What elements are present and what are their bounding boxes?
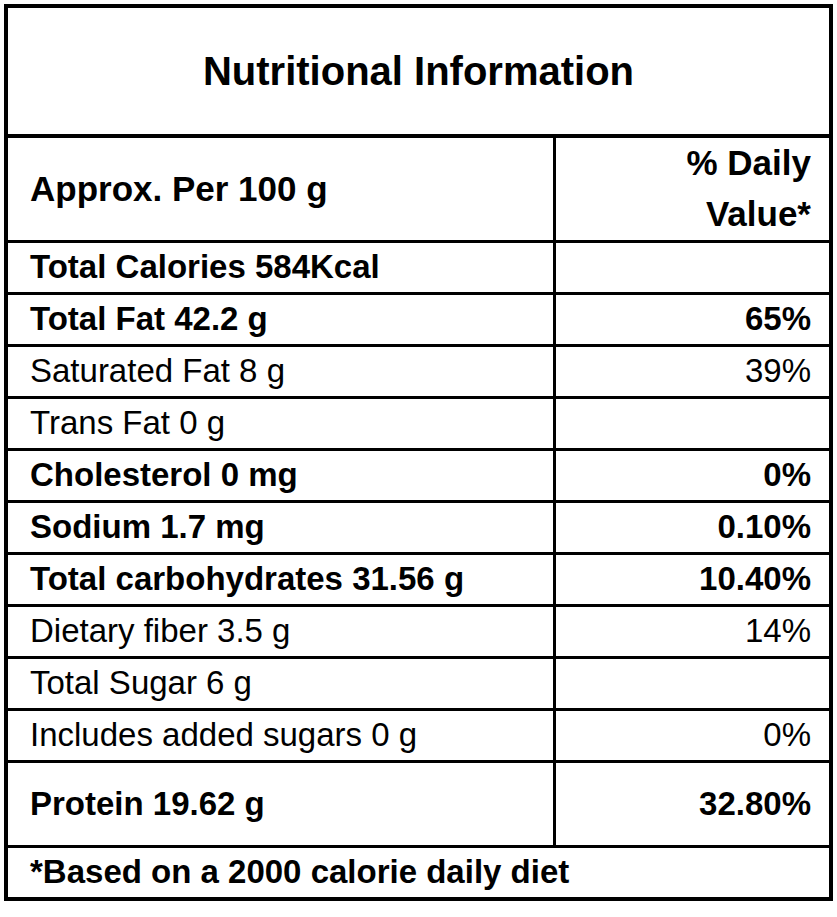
row-total-calories: Total Calories 584Kcal	[6, 241, 831, 293]
row-total-sugar: Total Sugar 6 g	[6, 657, 831, 709]
nutrient-label-total-sugar: Total Sugar 6 g	[6, 657, 555, 709]
row-total-carbohydrates: Total carbohydrates 31.56 g 10.40%	[6, 553, 831, 605]
table-title-row: Nutritional Information	[6, 6, 831, 136]
nutrient-value-dietary-fiber: 14%	[555, 605, 831, 657]
nutrient-label-dietary-fiber: Dietary fiber 3.5 g	[6, 605, 555, 657]
nutrient-value-cholesterol: 0%	[555, 449, 831, 501]
column-header-daily-value: % Daily Value*	[555, 136, 831, 241]
nutrient-value-total-fat: 65%	[555, 293, 831, 345]
nutrient-value-total-carbohydrates: 10.40%	[555, 553, 831, 605]
table-footnote-row: *Based on a 2000 calorie daily diet	[6, 846, 831, 899]
row-total-fat: Total Fat 42.2 g 65%	[6, 293, 831, 345]
nutrient-label-total-carbohydrates: Total carbohydrates 31.56 g	[6, 553, 555, 605]
nutrient-label-protein: Protein 19.62 g	[6, 761, 555, 846]
row-saturated-fat: Saturated Fat 8 g 39%	[6, 345, 831, 397]
nutrient-value-total-sugar	[555, 657, 831, 709]
nutrient-value-added-sugars: 0%	[555, 709, 831, 761]
nutrient-value-sodium: 0.10%	[555, 501, 831, 553]
row-sodium: Sodium 1.7 mg 0.10%	[6, 501, 831, 553]
nutrient-label-added-sugars: Includes added sugars 0 g	[6, 709, 555, 761]
row-added-sugars: Includes added sugars 0 g 0%	[6, 709, 831, 761]
nutrient-value-total-calories	[555, 241, 831, 293]
nutrient-label-sodium: Sodium 1.7 mg	[6, 501, 555, 553]
nutrient-value-protein: 32.80%	[555, 761, 831, 846]
nutrient-label-saturated-fat: Saturated Fat 8 g	[6, 345, 555, 397]
nutrient-value-saturated-fat: 39%	[555, 345, 831, 397]
table-title: Nutritional Information	[6, 6, 831, 136]
nutrient-label-cholesterol: Cholesterol 0 mg	[6, 449, 555, 501]
row-dietary-fiber: Dietary fiber 3.5 g 14%	[6, 605, 831, 657]
nutrient-label-trans-fat: Trans Fat 0 g	[6, 397, 555, 449]
table-header-row: Approx. Per 100 g % Daily Value*	[6, 136, 831, 241]
nutrient-label-total-fat: Total Fat 42.2 g	[6, 293, 555, 345]
nutrition-facts-table: Nutritional Information Approx. Per 100 …	[4, 4, 833, 901]
column-header-serving-size: Approx. Per 100 g	[6, 136, 555, 241]
row-protein: Protein 19.62 g 32.80%	[6, 761, 831, 846]
nutrient-value-trans-fat	[555, 397, 831, 449]
row-cholesterol: Cholesterol 0 mg 0%	[6, 449, 831, 501]
table-footnote: *Based on a 2000 calorie daily diet	[6, 846, 831, 899]
row-trans-fat: Trans Fat 0 g	[6, 397, 831, 449]
nutrient-label-total-calories: Total Calories 584Kcal	[6, 241, 555, 293]
